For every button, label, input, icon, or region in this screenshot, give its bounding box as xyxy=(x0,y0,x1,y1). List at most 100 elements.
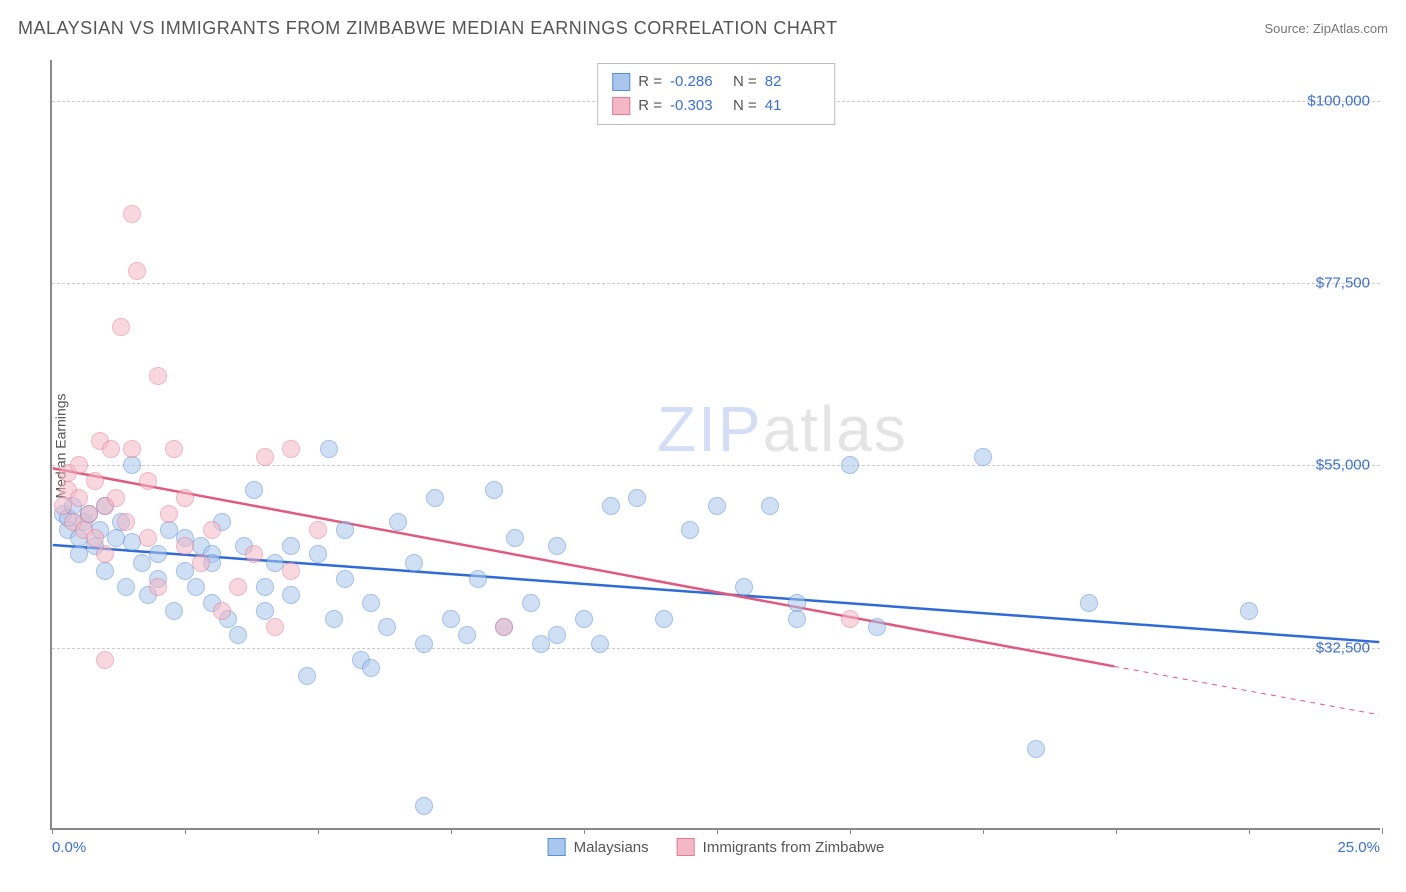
x-tick xyxy=(451,828,452,834)
trend-lines-layer xyxy=(52,60,1380,828)
data-point xyxy=(681,521,699,539)
data-point xyxy=(176,537,194,555)
x-tick xyxy=(185,828,186,834)
data-point xyxy=(139,472,157,490)
data-point xyxy=(203,521,221,539)
data-point xyxy=(469,570,487,588)
data-point xyxy=(245,481,263,499)
stats-row-series1: R = -0.286 N = 82 xyxy=(612,70,820,94)
data-point xyxy=(362,594,380,612)
data-point xyxy=(187,578,205,596)
data-point xyxy=(149,545,167,563)
data-point xyxy=(485,481,503,499)
data-point xyxy=(708,497,726,515)
x-tick xyxy=(717,828,718,834)
data-point xyxy=(426,489,444,507)
data-point xyxy=(320,440,338,458)
data-point xyxy=(575,610,593,628)
stats-row-series2: R = -0.303 N = 41 xyxy=(612,94,820,118)
data-point xyxy=(256,578,274,596)
data-point xyxy=(165,440,183,458)
chart-source: Source: ZipAtlas.com xyxy=(1264,21,1388,36)
data-point xyxy=(256,602,274,620)
data-point xyxy=(282,586,300,604)
data-point xyxy=(1080,594,1098,612)
gridline xyxy=(52,648,1380,649)
data-point xyxy=(309,545,327,563)
data-point xyxy=(112,318,130,336)
correlation-stats-box: R = -0.286 N = 82 R = -0.303 N = 41 xyxy=(597,63,835,125)
data-point xyxy=(761,497,779,515)
legend-item-series1: Malaysians xyxy=(548,838,649,856)
watermark: ZIPatlas xyxy=(657,392,908,466)
data-point xyxy=(628,489,646,507)
data-point xyxy=(1240,602,1258,620)
x-tick xyxy=(52,828,53,834)
data-point xyxy=(868,618,886,636)
data-point xyxy=(378,618,396,636)
swatch-series1 xyxy=(612,73,630,91)
data-point xyxy=(96,651,114,669)
data-point xyxy=(96,562,114,580)
data-point xyxy=(229,626,247,644)
data-point xyxy=(548,537,566,555)
data-point xyxy=(405,554,423,572)
y-tick-label: $55,000 xyxy=(1316,457,1370,474)
data-point xyxy=(309,521,327,539)
data-point xyxy=(389,513,407,531)
gridline xyxy=(52,283,1380,284)
data-point xyxy=(458,626,476,644)
data-point xyxy=(602,497,620,515)
data-point xyxy=(442,610,460,628)
data-point xyxy=(149,367,167,385)
data-point xyxy=(117,513,135,531)
x-tick xyxy=(318,828,319,834)
x-tick xyxy=(983,828,984,834)
data-point xyxy=(415,635,433,653)
data-point xyxy=(266,618,284,636)
data-point xyxy=(123,440,141,458)
data-point xyxy=(256,448,274,466)
data-point xyxy=(149,578,167,596)
data-point xyxy=(336,521,354,539)
data-point xyxy=(123,456,141,474)
gridline xyxy=(52,465,1380,466)
data-point xyxy=(128,262,146,280)
data-point xyxy=(548,626,566,644)
data-point xyxy=(735,578,753,596)
chart-header: MALAYSIAN VS IMMIGRANTS FROM ZIMBABWE ME… xyxy=(18,18,1388,39)
data-point xyxy=(415,797,433,815)
data-point xyxy=(841,610,859,628)
data-point xyxy=(139,529,157,547)
data-point xyxy=(788,610,806,628)
data-point xyxy=(325,610,343,628)
data-point xyxy=(70,456,88,474)
data-point xyxy=(591,635,609,653)
data-point xyxy=(282,440,300,458)
data-point xyxy=(1027,740,1045,758)
data-point xyxy=(245,545,263,563)
data-point xyxy=(117,578,135,596)
data-point xyxy=(362,659,380,677)
y-tick-label: $100,000 xyxy=(1307,92,1370,109)
legend-swatch-series1 xyxy=(548,838,566,856)
x-tick xyxy=(1249,828,1250,834)
legend-swatch-series2 xyxy=(677,838,695,856)
data-point xyxy=(165,602,183,620)
data-point xyxy=(974,448,992,466)
data-point xyxy=(213,602,231,620)
data-point xyxy=(495,618,513,636)
scatter-plot-area: ZIPatlas R = -0.286 N = 82 R = -0.303 N … xyxy=(50,60,1380,830)
x-tick xyxy=(1116,828,1117,834)
legend-item-series2: Immigrants from Zimbabwe xyxy=(677,838,885,856)
data-point xyxy=(229,578,247,596)
data-point xyxy=(655,610,673,628)
chart-title: MALAYSIAN VS IMMIGRANTS FROM ZIMBABWE ME… xyxy=(18,18,838,39)
data-point xyxy=(70,489,88,507)
x-axis-min-label: 0.0% xyxy=(52,839,86,856)
data-point xyxy=(336,570,354,588)
x-tick xyxy=(584,828,585,834)
data-point xyxy=(86,529,104,547)
data-point xyxy=(298,667,316,685)
data-point xyxy=(282,562,300,580)
